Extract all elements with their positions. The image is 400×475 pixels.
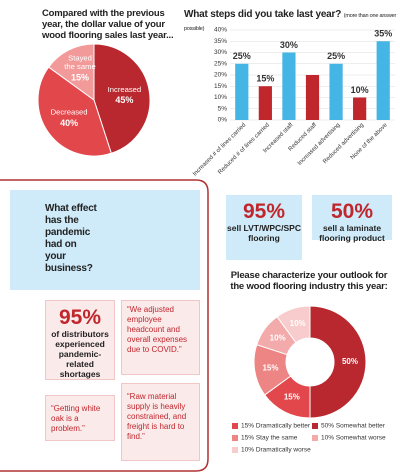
stat-text: sell LVT/WPC/SPC flooring	[227, 223, 301, 243]
stat-text: sell a laminate flooring product	[319, 223, 385, 243]
value-label: 40%	[60, 118, 78, 128]
value-label: 50%	[342, 357, 358, 366]
legend-label: 10% Dramatically worse	[241, 447, 311, 454]
label-line: the same	[64, 62, 95, 71]
bar	[258, 86, 272, 120]
value-label: 45%	[115, 95, 133, 105]
legend-label: 15% Stay the same	[241, 435, 298, 442]
stat-value: 95%	[58, 306, 102, 329]
stat-box: 95% of distributors experienced pandemic…	[45, 300, 115, 380]
legend-swatch	[312, 435, 318, 441]
stat-box: 50% sell a laminate flooring product	[312, 195, 392, 243]
chart-title: What steps did you take last year?	[184, 9, 342, 20]
y-tick-label: 5%	[218, 105, 228, 112]
y-tick-label: 10%	[214, 94, 227, 101]
quote: “We adjusted employee headcount and over…	[121, 300, 200, 375]
value-label: 15%	[284, 393, 300, 402]
value-label: 25%	[233, 51, 251, 61]
y-tick-label: 25%	[214, 60, 227, 67]
pie-slice	[47, 43, 95, 101]
legend-label: 50% Somewhat better	[321, 423, 386, 430]
pie-slice	[309, 305, 367, 419]
value-label: 35%	[374, 29, 392, 39]
quote: “Getting white oak is a problem.”	[45, 395, 115, 441]
stat-box: 95% sell LVT/WPC/SPC flooring	[226, 195, 302, 260]
bar	[376, 41, 390, 120]
pie-slice	[37, 66, 112, 157]
bar	[329, 63, 343, 120]
bar	[282, 52, 296, 120]
bar	[235, 63, 249, 120]
y-tick-label: 15%	[214, 83, 227, 90]
bar	[353, 97, 367, 120]
y-tick-label: 40%	[214, 27, 227, 34]
value-label: 10%	[290, 319, 306, 328]
value-label: 10%	[351, 85, 369, 95]
stat-text: of distributors experienced pandemic-rel…	[51, 329, 109, 379]
legend-swatch	[232, 423, 238, 429]
panel-border	[0, 179, 209, 472]
legend-label: 10% Somewhat worse	[321, 435, 386, 442]
pie-slice	[276, 305, 311, 344]
slice-label: Increased	[108, 85, 142, 94]
value-label: 10%	[270, 334, 286, 343]
stat-value: 50%	[330, 200, 374, 223]
slice-label: Decreased	[51, 108, 88, 117]
chart-title: What steps did you take last year? (more…	[184, 9, 400, 35]
stat-value: 95%	[242, 200, 286, 223]
x-tick-label: Reduced advertising	[322, 122, 365, 165]
value-label: 15%	[262, 363, 278, 372]
chart-title: Please characterize your outlook for the…	[230, 270, 388, 292]
value-label: 15%	[256, 74, 274, 84]
chart-title: Compared with the previous year, the dol…	[42, 8, 174, 41]
label-line: Stayed	[68, 53, 92, 62]
y-tick-label: 35%	[214, 38, 227, 45]
bar	[305, 75, 320, 120]
pandemic-box	[10, 190, 200, 290]
y-tick-label: 0%	[218, 117, 228, 124]
quote: “Raw material supply is heavily constrai…	[121, 383, 200, 461]
value-label: 25%	[327, 51, 345, 61]
slice-label: Stayed the same	[64, 53, 95, 70]
y-tick-label: 30%	[214, 49, 227, 56]
legend-swatch	[312, 423, 318, 429]
value-label: 15%	[71, 72, 89, 82]
x-tick-label: Increased advertising	[297, 122, 342, 167]
legend-swatch	[232, 435, 238, 441]
pie-slice	[93, 43, 151, 154]
value-label: 30%	[280, 40, 298, 50]
y-tick-label: 20%	[214, 72, 227, 79]
legend-swatch	[232, 447, 238, 453]
chart-title: What effect has the pandemic had on your…	[45, 203, 97, 274]
legend-label: 15% Dramatically better	[241, 423, 311, 430]
chart-subtitle: (more than one answer possible)	[184, 13, 397, 32]
